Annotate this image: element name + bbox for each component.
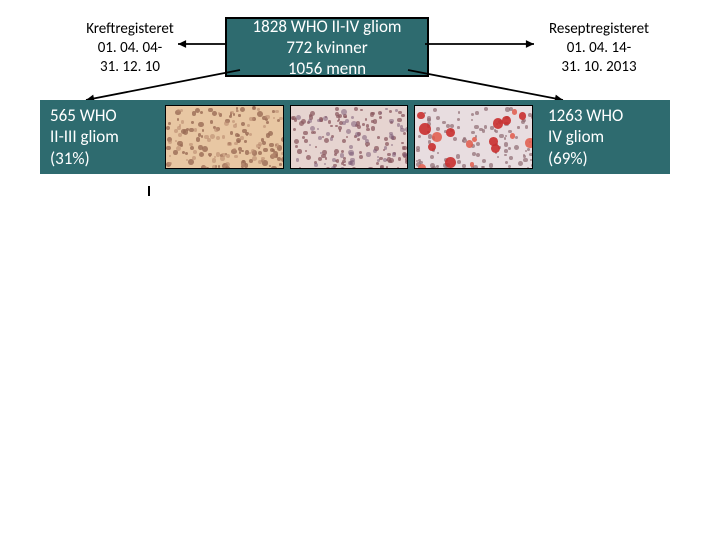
high-grade-cell: 1263 WHO IV gliom (69%) xyxy=(538,100,670,174)
histology-image-2 xyxy=(290,105,409,169)
tick-mark xyxy=(148,186,150,196)
histology-image-1 xyxy=(165,105,284,169)
high-grade-line1: 1263 WHO xyxy=(548,105,660,126)
right-registry-line2: 01. 04. 14- xyxy=(534,39,664,58)
low-grade-line1: 565 WHO xyxy=(50,105,150,126)
low-grade-cell: 565 WHO II-III gliom (31%) xyxy=(40,100,160,174)
grade-band: 565 WHO II-III gliom (31%) 1263 WHO IV g… xyxy=(40,100,670,174)
cohort-line2: 772 kvinner xyxy=(227,37,427,58)
low-grade-line3: (31%) xyxy=(50,148,150,169)
histology-image-3 xyxy=(414,105,533,169)
arrow-left-icon xyxy=(166,32,237,56)
cohort-line1: 1828 WHO II-IV gliom xyxy=(227,16,427,37)
arrow-right-icon xyxy=(413,32,546,56)
high-grade-line2: IV gliom xyxy=(548,126,660,147)
histology-panel xyxy=(160,100,538,174)
low-grade-line2: II-III gliom xyxy=(50,126,150,147)
high-grade-line3: (69%) xyxy=(548,148,660,169)
right-registry-line1: Reseptregisteret xyxy=(534,20,664,39)
